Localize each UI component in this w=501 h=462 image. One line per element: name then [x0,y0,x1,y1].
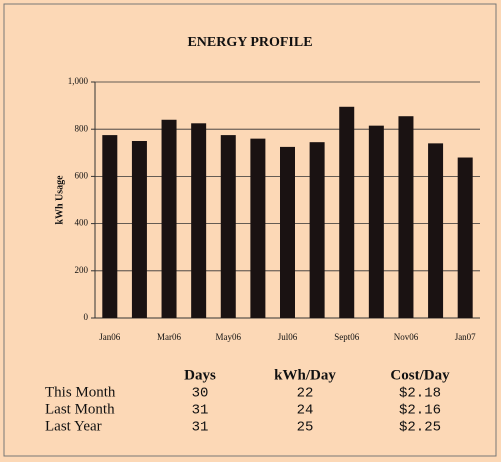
bar [309,142,325,318]
table-cell: 22 [297,386,314,402]
x-tick-label: Jan06 [99,332,120,342]
frame [3,3,497,457]
table-header: kWh/Day [274,367,336,383]
table-cell: 30 [192,386,209,402]
x-tick-label: Jul06 [278,332,298,342]
bar [250,138,266,318]
bar [220,135,236,318]
table-cell: $2.25 [399,420,441,436]
table-cell: $2.16 [399,403,441,419]
x-tick-label: Nov06 [394,332,419,342]
y-tick-label: 800 [75,123,89,133]
y-tick-label: 0 [84,312,89,322]
y-axis-label: kWh Usage [54,175,65,225]
table-cell: 24 [297,403,314,419]
row-label: Last Year [45,418,102,434]
table-cell: 25 [297,420,314,436]
bar [398,116,414,318]
y-tick-label: 200 [75,265,89,275]
x-tick-label: May06 [216,332,242,342]
bar [191,123,207,318]
bar [131,141,147,318]
x-tick-label: Jan07 [455,332,476,342]
row-label: Last Month [45,401,115,417]
table-cell: 31 [192,403,209,419]
row-label: This Month [45,384,116,400]
y-tick-label: 600 [75,170,89,180]
table-header: Days [184,367,216,383]
x-tick-label: Sept06 [334,332,360,342]
bar [161,119,177,318]
y-tick-label: 400 [75,218,89,228]
bar [339,106,355,318]
bar [457,157,473,318]
table-header: Cost/Day [390,367,450,383]
bar [368,125,384,318]
x-tick-label: Mar06 [157,332,181,342]
table-cell: $2.18 [399,386,441,402]
y-tick-label: 1,000 [68,76,89,86]
bar [280,146,295,318]
bar [428,143,444,318]
chart-title: ENERGY PROFILE [187,35,312,50]
bar [102,135,118,318]
table-cell: 31 [192,420,209,436]
